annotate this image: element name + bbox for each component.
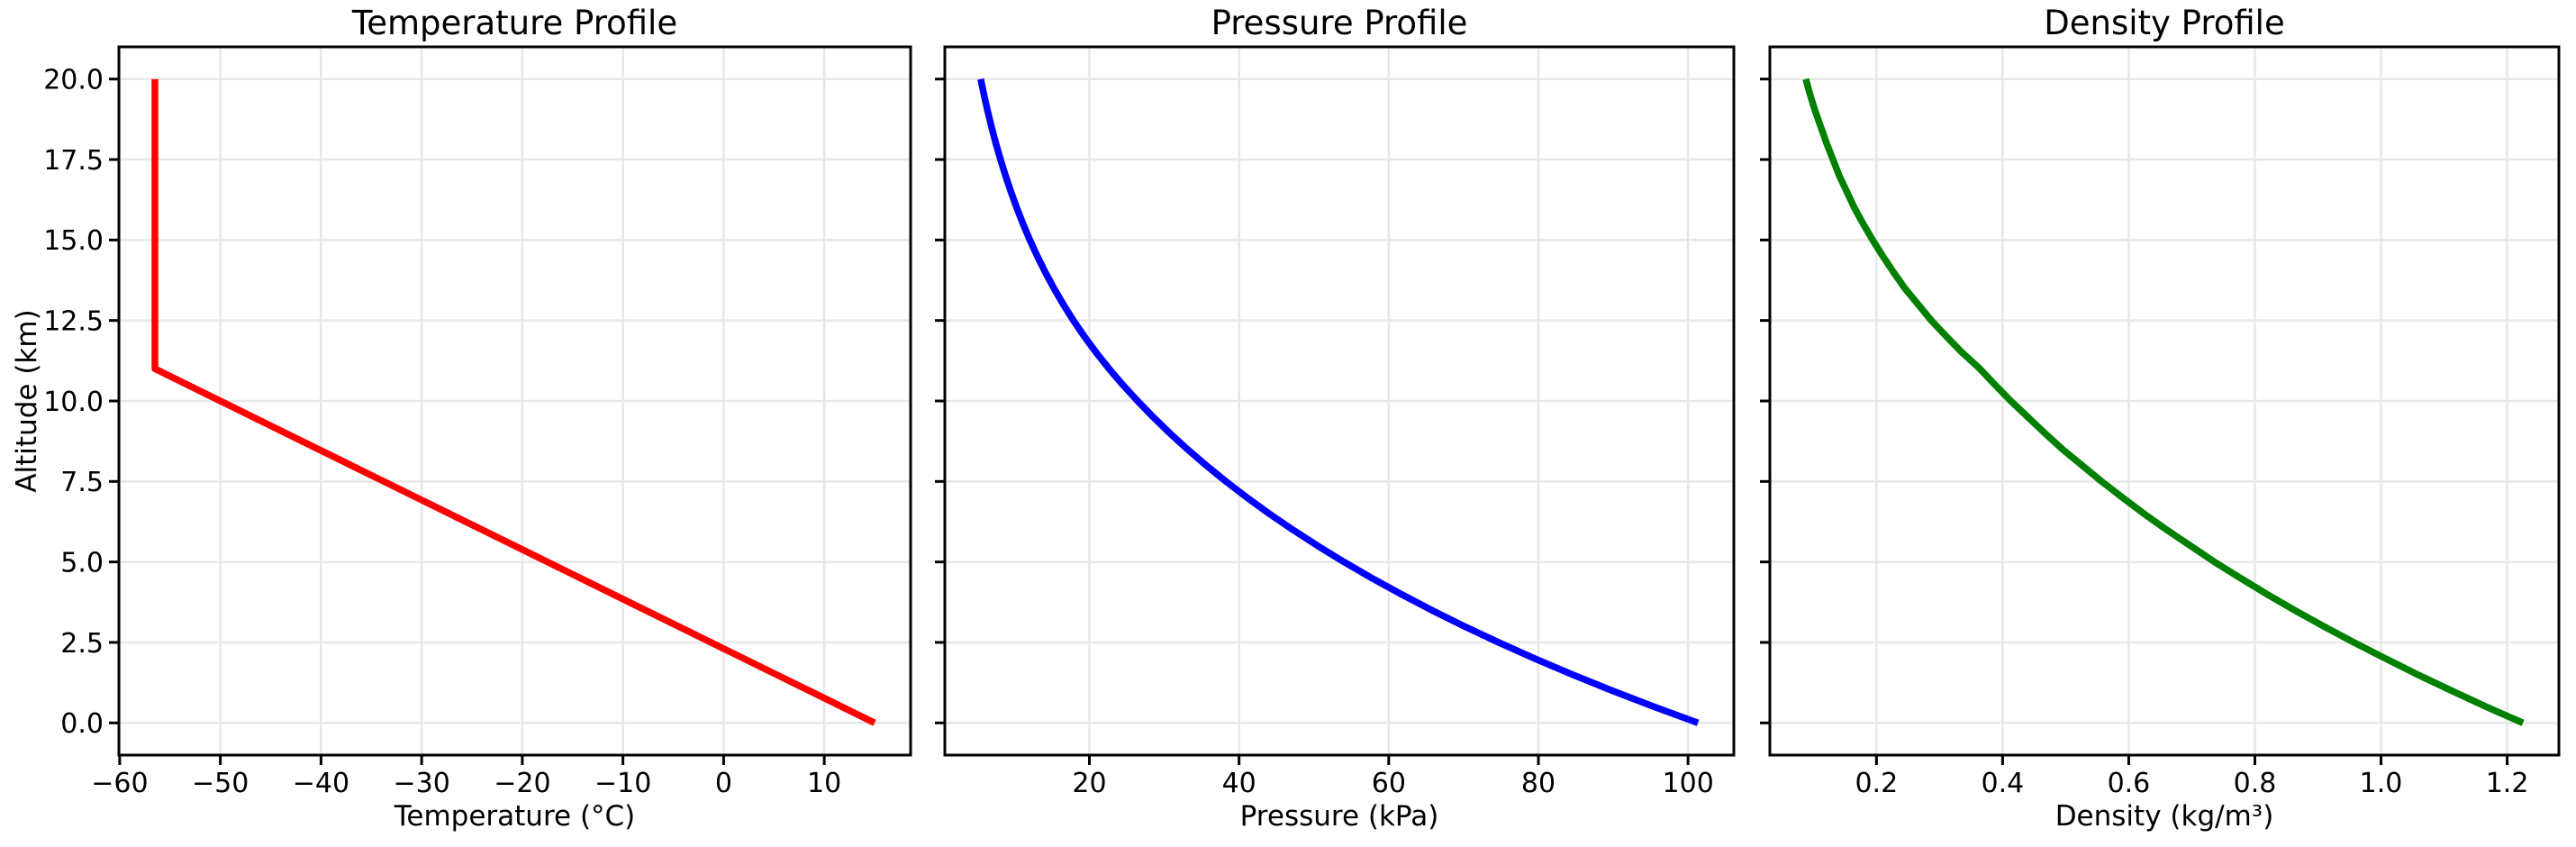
data-line-pressure [977,77,1700,726]
y-axis-label-altitude: Altitude (km) [11,309,43,493]
x-tick-label: −60 [91,768,148,799]
y-tick-label: 0.0 [60,708,104,740]
y-ticks-temperature: 0.0 2.5 5.0 7.5 10.0 12.5 15.0 17.5 20.0 [43,65,119,740]
grid-density [1770,47,2559,755]
x-tick-label: 0.8 [2234,768,2277,799]
x-ticks-pressure: 20 40 60 80 100 [1072,755,1714,799]
y-tick-label: 12.5 [43,305,104,337]
subplot-density: 0.2 0.4 0.6 0.8 1.0 1.2 [1760,45,2561,799]
x-tick-label: −10 [594,768,651,799]
x-tick-label: 0.6 [2108,768,2151,799]
x-ticks-density: 0.2 0.4 0.6 0.8 1.0 1.2 [1855,755,2528,799]
x-tick-label: 100 [1663,768,1714,799]
x-tick-label: −50 [192,768,249,799]
x-tick-label: 0.4 [1982,768,2025,799]
x-tick-label: 60 [1372,768,1406,799]
y-tick-label: 15.0 [43,225,104,257]
plot-title-density: Density Profile [2044,4,2285,42]
y-tick-label: 2.5 [60,628,104,660]
data-line-temperature [151,78,876,726]
grid-pressure [945,47,1734,755]
plot-title-pressure: Pressure Profile [1211,4,1468,42]
y-tick-label: 17.5 [43,145,104,177]
x-tick-label: −40 [293,768,349,799]
x-tick-label: 20 [1072,768,1106,799]
x-tick-label: 0.2 [1855,768,1898,799]
x-axis-label-density: Density (kg/m³) [2054,800,2274,833]
y-tick-label: 20.0 [43,65,104,96]
x-axis-label-pressure: Pressure (kPa) [1239,800,1439,833]
plot-title-temperature: Temperature Profile [351,4,678,42]
x-tick-label: 10 [807,768,841,799]
x-tick-label: 0 [715,768,732,799]
subplot-temperature: −60 −50 −40 −30 −20 −10 0 10 0.0 2.5 5.0 7.5 10.0 12.… [43,45,912,799]
y-ticks-pressure [935,77,945,724]
x-ticks-temperature: −60 −50 −40 −30 −20 −10 0 10 [91,755,841,799]
x-axis-label-temperature: Temperature (°C) [394,800,636,833]
y-tick-label: 5.0 [60,547,104,578]
grid-temperature [118,47,911,755]
x-tick-label: −30 [393,768,449,799]
subplot-pressure: 20 40 60 80 100 [935,45,1736,799]
x-tick-label: 1.0 [2360,768,2403,799]
x-tick-label: 40 [1222,768,1256,799]
y-tick-label: 7.5 [60,467,104,498]
data-line-density [1802,77,2525,726]
y-ticks-density [1760,77,1770,724]
y-tick-label: 10.0 [43,387,104,418]
x-tick-label: 80 [1521,768,1556,799]
x-tick-label: −20 [494,768,550,799]
x-tick-label: 1.2 [2486,768,2529,799]
